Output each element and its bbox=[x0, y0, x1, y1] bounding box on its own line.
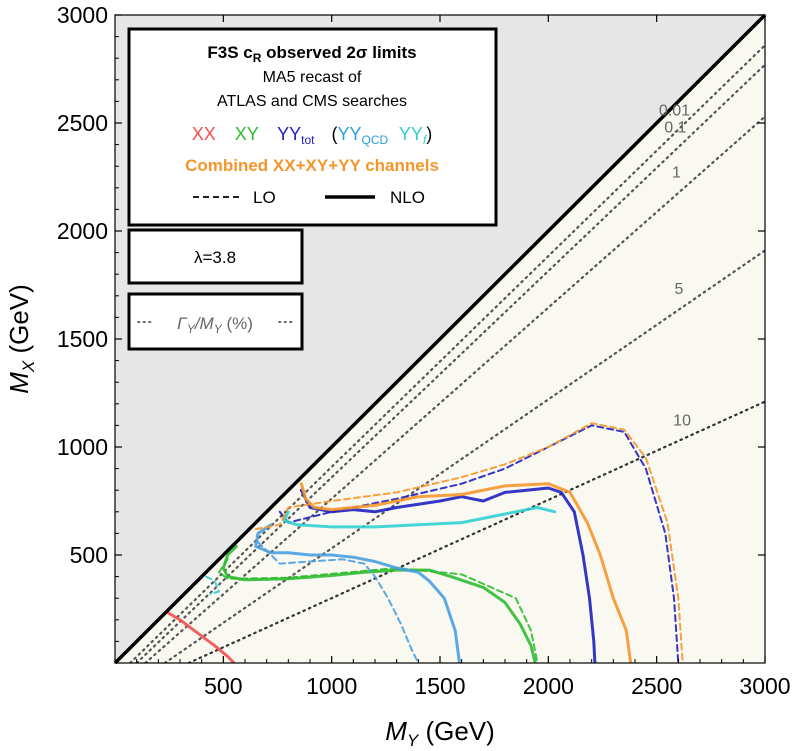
x-tick-label: 3000 bbox=[739, 673, 790, 699]
width-contour-5 bbox=[163, 249, 765, 663]
legend-channels: XX XY YYtot (YYQCD YYf) bbox=[192, 124, 433, 148]
width-legend-label: ΓY/MY (%) bbox=[177, 314, 253, 336]
y-tick-label: 1500 bbox=[57, 326, 108, 352]
width-contour-label: 0.1 bbox=[664, 119, 686, 136]
curve-yy-qcd-lo bbox=[257, 541, 420, 663]
y-tick-label: 1000 bbox=[57, 434, 108, 460]
width-contour-label: 10 bbox=[673, 413, 691, 430]
curve-yy-f-nlo bbox=[282, 506, 557, 529]
width-contour-label: 0.01 bbox=[659, 103, 690, 120]
x-tick-label: 500 bbox=[204, 673, 242, 699]
width-contour-label: 5 bbox=[675, 281, 684, 298]
x-tick-label: 2500 bbox=[631, 673, 682, 699]
width-contour-0p1 bbox=[135, 63, 765, 663]
width-contour-label: 1 bbox=[672, 165, 681, 182]
y-tick-label: 2500 bbox=[57, 110, 108, 136]
legend-combined: Combined XX+XY+YY channels bbox=[185, 156, 439, 175]
legend-title: F3S cR observed 2σ limits bbox=[207, 43, 416, 65]
y-tick-label: 3000 bbox=[57, 2, 108, 28]
curve-xx-nlo bbox=[165, 610, 236, 663]
width-legend-box bbox=[127, 292, 304, 351]
x-tick-label: 1500 bbox=[414, 673, 465, 699]
legend-box bbox=[127, 27, 498, 227]
legend: F3S cR observed 2σ limits MA5 recast of … bbox=[127, 27, 498, 227]
lambda-value: λ=3.8 bbox=[194, 248, 236, 267]
width-contour-0p01 bbox=[129, 44, 765, 663]
y-axis-label: MX (GeV) bbox=[4, 284, 38, 394]
y-tick-label: 2000 bbox=[57, 218, 108, 244]
legend-nlo-label: NLO bbox=[390, 188, 425, 207]
curve-yy-qcd-nlo bbox=[254, 523, 461, 663]
legend-lo-label: LO bbox=[253, 188, 276, 207]
lambda-box bbox=[127, 228, 304, 285]
width-contour-10 bbox=[187, 400, 765, 663]
y-tick-label: 500 bbox=[70, 542, 108, 568]
x-tick-label: 1000 bbox=[306, 673, 357, 699]
legend-line3: ATLAS and CMS searches bbox=[217, 93, 407, 110]
x-axis-label: MY (GeV) bbox=[385, 716, 495, 750]
legend-line2: MA5 recast of bbox=[263, 69, 362, 86]
curve-yy-tot-nlo bbox=[299, 486, 597, 663]
diagonal-mx-equals-my bbox=[113, 13, 767, 665]
curve-combined-lo bbox=[254, 422, 684, 663]
width-contour-1 bbox=[144, 115, 765, 663]
curve-combined-nlo bbox=[299, 482, 633, 663]
x-tick-label: 2000 bbox=[523, 673, 574, 699]
curve-yy-f-lo bbox=[205, 575, 220, 595]
curve-xy-nlo bbox=[221, 544, 537, 663]
